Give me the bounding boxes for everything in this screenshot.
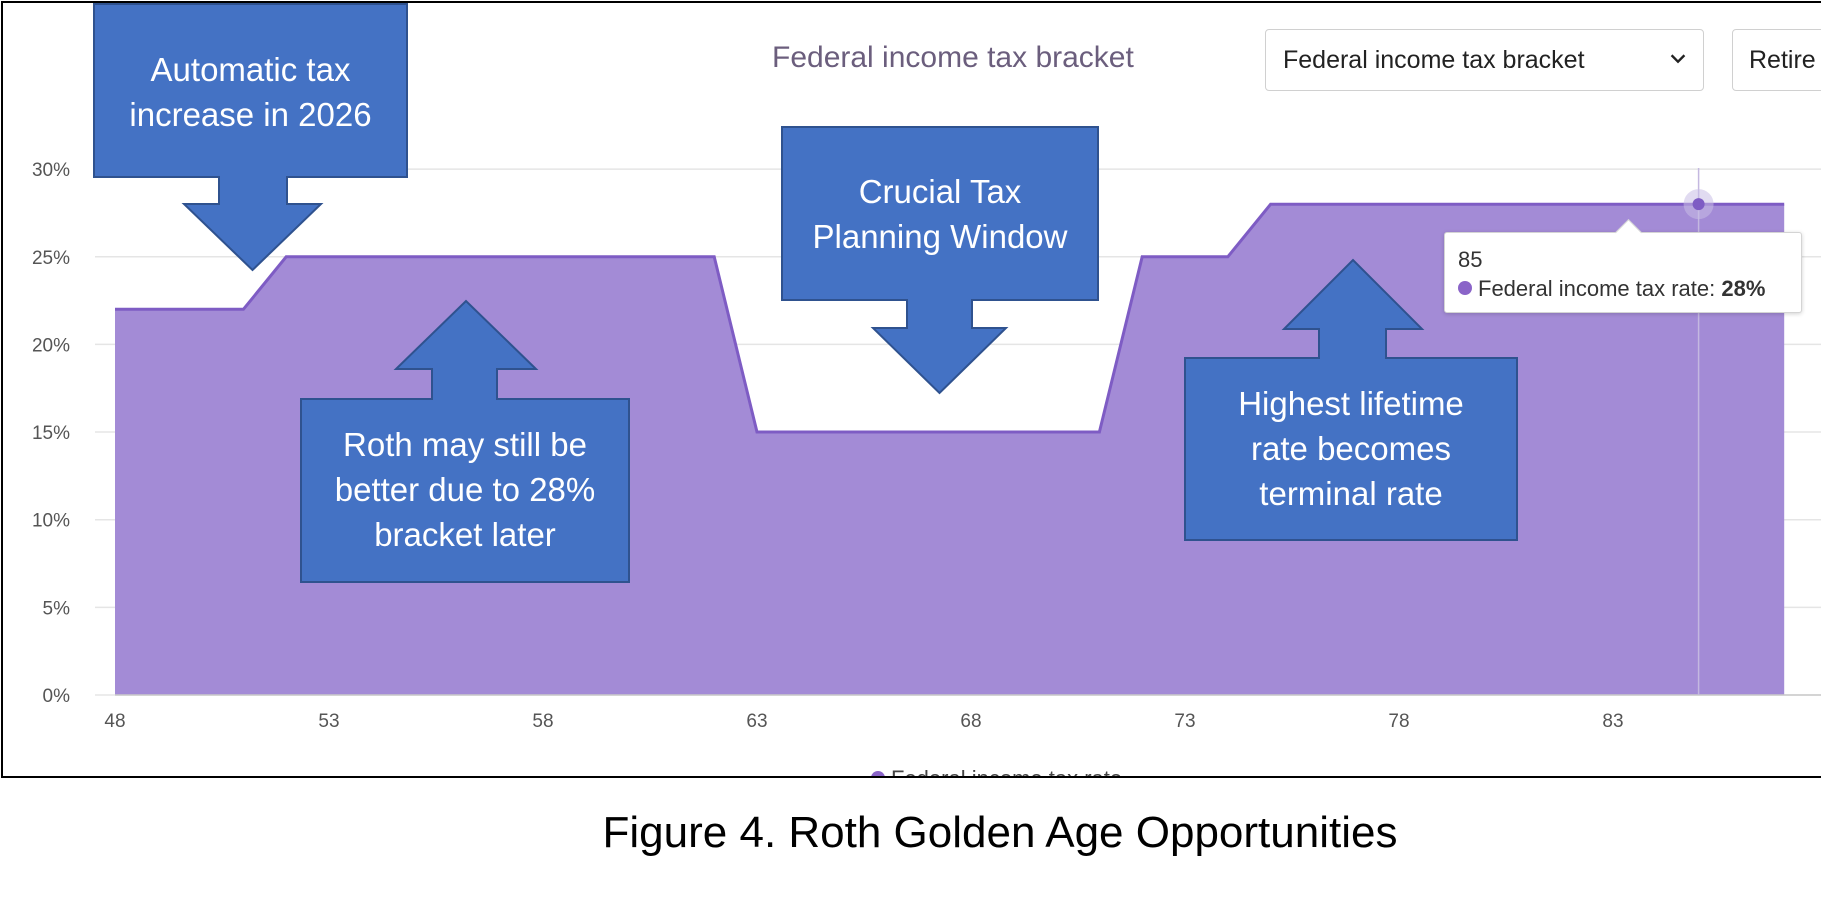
tooltip-value: 28% [1721,276,1766,301]
chevron-down-icon [1670,54,1686,64]
y-tick-label: 10% [32,511,70,532]
x-tick-label: 78 [1388,711,1409,732]
x-tick-label: 83 [1602,711,1623,732]
callout-arrow-tax-increase [93,3,408,272]
legend-label: Federal income tax rate [891,766,1122,776]
series-dot-icon [1458,281,1472,295]
callout-arrow-roth-better [300,299,630,583]
x-tick-label: 68 [960,711,981,732]
metric-select[interactable]: Federal income tax bracket [1265,29,1704,91]
x-tick-label: 58 [532,711,553,732]
chart-frame: 0%5%10%15%20%25%30%48535863687378838 Fed… [1,1,1821,778]
chart-title: Federal income tax bracket [772,41,1134,74]
tooltip-series-label: Federal income tax rate: [1478,276,1722,301]
x-tick-label: 53 [318,711,339,732]
second-select-value: Retire [1749,45,1816,74]
area-chart: 0%5%10%15%20%25%30%48535863687378838 [32,3,1821,732]
figure-caption: Figure 4. Roth Golden Age Opportunities [602,808,1398,857]
callout-text-roth-better: Roth may still be better due to 28% brac… [334,426,596,553]
x-tick-label: 73 [1174,711,1195,732]
x-tick-label: 48 [104,711,125,732]
y-tick-label: 25% [32,248,70,269]
tooltip-series-row: Federal income tax rate: 28% [1458,276,1765,302]
y-tick-label: 5% [43,598,71,619]
metric-select-value: Federal income tax bracket [1283,45,1585,74]
data-tooltip: 85 Federal income tax rate: 28% [1444,219,1802,313]
y-tick-label: 30% [32,160,70,181]
tooltip-x-value: 85 [1458,247,1483,272]
callout-text-terminal-rate: Highest lifetime rate becomes terminal r… [1238,385,1464,512]
hover-point[interactable] [1692,198,1705,211]
x-tick-label: 63 [746,711,767,732]
y-tick-label: 20% [32,335,70,356]
chart-legend[interactable]: Federal income tax rate [871,766,1122,776]
series-line [115,202,1785,434]
y-tick-label: 0% [43,686,71,707]
callout-arrow-terminal-rate [1184,258,1518,541]
callout-arrow-planning-window [781,126,1099,395]
callout-text-planning-window: Crucial Tax Planning Window [812,173,1068,255]
y-tick-label: 15% [32,423,70,444]
second-select[interactable]: Retire [1732,29,1821,91]
legend-dot-icon [871,771,885,776]
callout-text-tax-increase: Automatic tax increase in 2026 [129,51,372,133]
